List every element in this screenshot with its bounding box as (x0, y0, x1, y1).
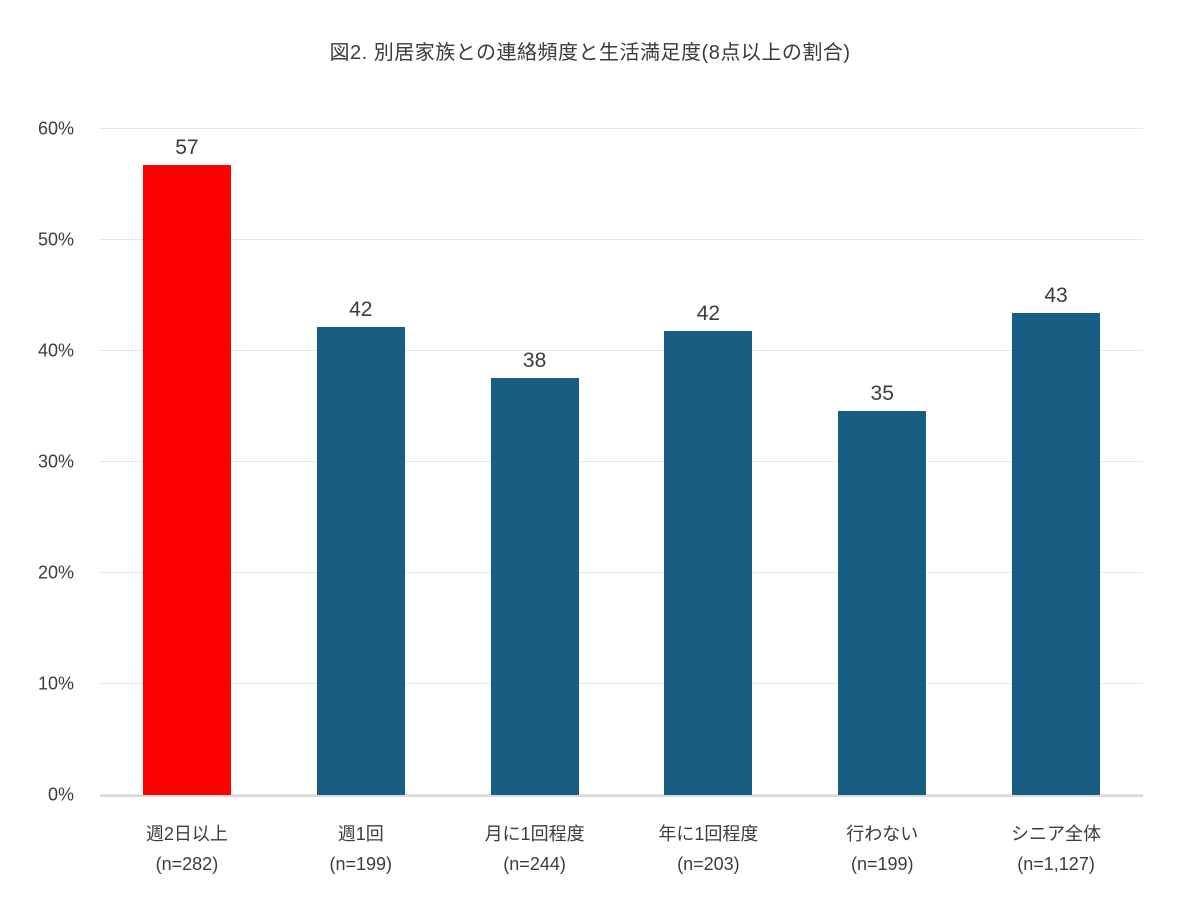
plot-area: 0% 10% 20% 30% 40% 50% 60% 57 週2日以上 (n=282) 42 週1回… (38, 119, 1143, 874)
x-category-label: 年に1回程度 (658, 824, 759, 844)
x-count-label: (n=203) (677, 854, 740, 874)
chart-title: 図2. 別居家族との連絡頻度と生活満足度(8点以上の割合) (329, 42, 851, 64)
x-category-label: 行わない (846, 824, 919, 844)
bar-column: 57 週2日以上 (n=282) (100, 129, 274, 874)
bar-column: 35 行わない (n=199) (795, 129, 969, 874)
bar-value-label: 38 (522, 348, 547, 372)
x-category-label: 週1回 (337, 824, 384, 844)
x-count-label: (n=1,127) (1017, 854, 1095, 874)
x-category-label: シニア全体 (1011, 824, 1102, 844)
bar (664, 331, 753, 795)
gridline: 0% (48, 785, 1143, 805)
bar-value-label: 35 (870, 381, 894, 405)
bar (490, 377, 579, 795)
bar-column: 42 年に1回程度 (n=203) (621, 129, 795, 874)
bar-value-label: 42 (696, 302, 721, 326)
bar (316, 326, 405, 795)
y-tick-label: 20% (37, 562, 74, 583)
x-count-label: (n=282) (155, 854, 219, 874)
x-count-label: (n=199) (329, 854, 393, 874)
x-axis-labels: 行わない (n=199) (795, 819, 969, 879)
y-tick-label: 10% (37, 673, 74, 694)
gridline: 60% (38, 119, 1143, 139)
gridline: 10% (38, 674, 1143, 694)
x-axis-labels: 週2日以上 (n=282) (100, 819, 274, 879)
bar-value-label: 43 (1044, 284, 1068, 308)
x-category-label: 週2日以上 (145, 824, 228, 844)
x-axis-labels: 週1回 (n=199) (274, 819, 448, 879)
bar (838, 410, 927, 795)
bar (1012, 313, 1101, 795)
x-axis-labels: 年に1回程度 (n=203) (621, 819, 795, 879)
gridline: 30% (38, 452, 1143, 472)
gridline: 40% (38, 341, 1143, 361)
y-tick-label: 50% (37, 229, 74, 250)
y-tick-label: 30% (37, 451, 74, 472)
y-tick-label: 0% (47, 784, 74, 805)
gridline: 20% (38, 563, 1143, 583)
y-tick-label: 40% (37, 340, 74, 361)
y-tick-label: 60% (37, 118, 74, 139)
bar-column: 43 シニア全体 (n=1,127) (969, 129, 1143, 874)
gridline: 50% (38, 230, 1143, 250)
bar-column: 42 週1回 (n=199) (274, 129, 448, 874)
bar (142, 164, 231, 795)
x-count-label: (n=244) (503, 854, 566, 874)
bar-column: 38 月に1回程度 (n=244) (448, 129, 622, 874)
x-category-label: 月に1回程度 (484, 824, 585, 844)
x-count-label: (n=199) (850, 854, 914, 874)
x-axis-labels: シニア全体 (n=1,127) (969, 819, 1143, 879)
x-axis-labels: 月に1回程度 (n=244) (448, 819, 622, 879)
bar-value-label: 57 (175, 135, 199, 159)
bar-value-label: 42 (349, 297, 373, 321)
bars-container: 57 週2日以上 (n=282) 42 週1回 (n=199) 38 月に1回程度 (n=244… (100, 129, 1143, 874)
